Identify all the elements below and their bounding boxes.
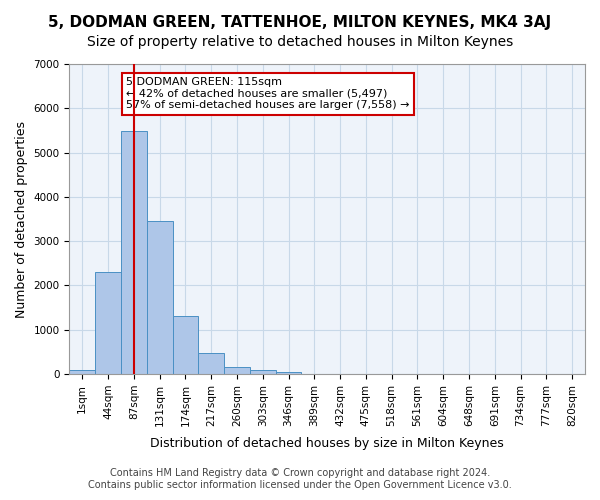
Bar (199, 353, 224, 374)
Bar (95, 272, 121, 374)
Bar (147, 221, 173, 374)
Text: 5, DODMAN GREEN, TATTENHOE, MILTON KEYNES, MK4 3AJ: 5, DODMAN GREEN, TATTENHOE, MILTON KEYNE… (49, 15, 551, 30)
Bar (224, 367, 250, 374)
Bar (70, 370, 95, 374)
Y-axis label: Number of detached properties: Number of detached properties (15, 120, 28, 318)
Bar (275, 372, 301, 374)
Text: 5 DODMAN GREEN: 115sqm
← 42% of detached houses are smaller (5,497)
57% of semi-: 5 DODMAN GREEN: 115sqm ← 42% of detached… (126, 78, 410, 110)
Bar (173, 316, 199, 374)
Text: Contains HM Land Registry data © Crown copyright and database right 2024.
Contai: Contains HM Land Registry data © Crown c… (88, 468, 512, 490)
X-axis label: Distribution of detached houses by size in Milton Keynes: Distribution of detached houses by size … (151, 437, 504, 450)
Bar (250, 370, 275, 374)
Text: Size of property relative to detached houses in Milton Keynes: Size of property relative to detached ho… (87, 35, 513, 49)
Bar (121, 132, 147, 374)
